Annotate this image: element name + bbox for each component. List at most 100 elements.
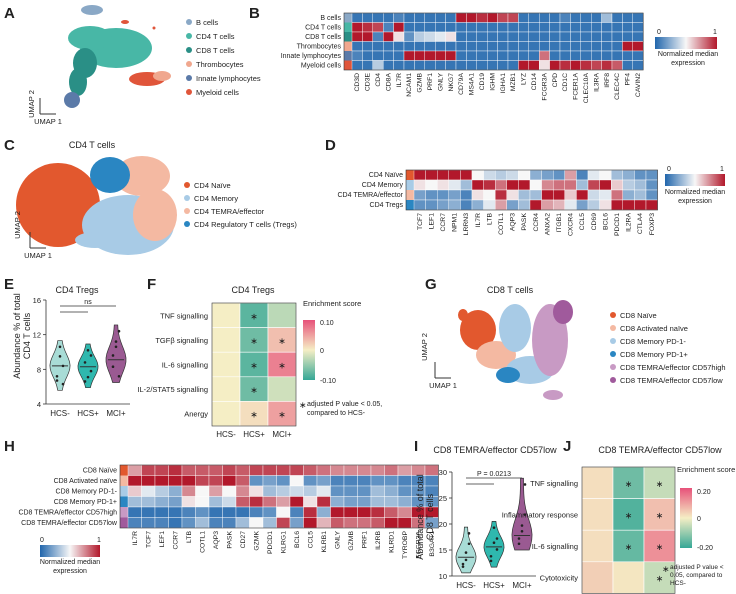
panel-h-scale: 0 1 Normalized median expression — [40, 537, 101, 575]
heatB-cell — [507, 60, 519, 71]
heatB-cell — [435, 41, 446, 52]
violinE-tick-label: 16 — [33, 296, 41, 305]
panel-letter-h: H — [4, 438, 15, 455]
heatB-cell — [414, 22, 425, 33]
heatD-col-label: BCL6 — [602, 213, 609, 230]
heatB-cell — [383, 50, 394, 61]
panel-g-title: CD8 T cells — [487, 285, 534, 295]
heatH-cell — [222, 517, 237, 529]
violinI-point — [467, 542, 471, 546]
heatB-cell — [372, 12, 384, 23]
heatD-cell — [471, 179, 484, 191]
violinE-group-label: HCS+ — [77, 409, 99, 418]
violinI-sig-label: P = 0.0213 — [477, 471, 511, 478]
heatH-col-label: CCL5 — [307, 531, 314, 549]
heatB-col-label: CD4 — [375, 73, 382, 87]
heatB-cell — [559, 31, 571, 42]
heatD-col-label: TCF7 — [417, 213, 424, 230]
heatD-row-color — [406, 200, 414, 210]
heatH-row-color — [120, 507, 128, 518]
heatD-cell — [529, 179, 542, 191]
heatB-cell — [414, 50, 425, 61]
violinI-point — [495, 537, 499, 540]
heatH-cell — [249, 496, 264, 508]
heatH-cell — [249, 506, 264, 518]
heatH-col-label: KLRB1 — [321, 531, 328, 553]
violinI-group-label: HCS+ — [483, 581, 505, 590]
violinE-point — [58, 355, 62, 358]
heatH-cell — [276, 506, 291, 518]
heatH-row-color — [120, 465, 128, 476]
heatH-cell — [168, 485, 183, 497]
heatD-cell — [518, 179, 531, 191]
heatF-cell — [267, 351, 297, 378]
heatD-cell — [564, 179, 577, 191]
heatH-cell — [141, 475, 156, 487]
panel-g-axis-x: UMAP 1 — [429, 381, 457, 390]
heatB-cell — [393, 60, 405, 71]
heatB-col-label: CD19 — [479, 73, 486, 91]
heatH-cell — [208, 517, 223, 529]
heatB-cell — [403, 50, 415, 61]
heatD-cell — [622, 179, 635, 191]
panel-h-scale-max: 1 — [97, 537, 101, 544]
heatD-cell — [460, 169, 473, 181]
heatH-cell — [249, 464, 264, 476]
heatH-cell — [357, 464, 372, 476]
heatB-cell — [611, 41, 623, 52]
heatH-col-label: LTB — [186, 531, 193, 543]
heatJ-row-label: TNF signalling — [530, 479, 578, 488]
violinE-group-label: HCS- — [50, 409, 70, 418]
heatB-cell — [570, 12, 582, 23]
heatF-star: ∗ — [250, 410, 258, 420]
heatB-cell — [518, 31, 530, 42]
legendA-label: Thrombocytes — [196, 60, 244, 69]
legendG-label: CD8 Memory PD-1- — [620, 337, 686, 346]
heatH-cell — [357, 496, 372, 508]
legendC-dot — [184, 182, 190, 188]
heatB-cell — [372, 31, 384, 42]
heatB-col-label: CD3E — [365, 73, 372, 92]
heatB-col-label: NCAM1 — [406, 73, 413, 97]
heatH-cell — [127, 464, 142, 476]
panel-letter-c: C — [4, 137, 15, 154]
heatH-col-label: IL2RB — [375, 531, 382, 550]
heatB-cell — [476, 50, 488, 61]
heatH-cell — [303, 475, 318, 487]
legendC-dot — [184, 195, 190, 201]
heatH-cell — [127, 496, 142, 508]
heatB-cell — [455, 22, 467, 33]
heatB-cell — [559, 41, 571, 52]
heatH-cell — [235, 506, 250, 518]
legendG-label: CD8 TEMRA/effector CD57high — [620, 363, 726, 372]
heatB-cell — [351, 41, 363, 52]
heatH-cell — [289, 485, 304, 497]
heatB-cell — [362, 60, 373, 71]
heatH-cell — [397, 517, 412, 529]
heatH-cell — [262, 464, 277, 476]
heatF-cell — [267, 302, 297, 328]
heatJ-frame — [581, 466, 676, 594]
legendA-dot — [186, 75, 192, 81]
heatH-cell — [181, 485, 196, 497]
heatH-cell — [235, 485, 250, 497]
heatH-col-label: TCF7 — [145, 531, 152, 548]
heatB-cell — [362, 41, 373, 52]
heatH-cell — [343, 496, 358, 508]
heatB-cell — [445, 22, 457, 33]
heatD-cell — [413, 189, 426, 201]
heatD-cell — [645, 189, 658, 201]
legendG-label: CD8 Activated naïve — [620, 324, 688, 333]
heatB-cell — [362, 31, 373, 42]
heatD-col-label: NPM1 — [452, 213, 459, 232]
heatH-cell — [222, 475, 237, 487]
heatH-col-label: KLRG1 — [280, 531, 287, 554]
heatH-cell — [357, 517, 372, 529]
heatH-col-label: TYROBP — [402, 531, 409, 559]
violinE-point — [86, 375, 90, 379]
heatH-cell — [330, 496, 345, 508]
heatH-cell — [316, 506, 331, 518]
violinE-sig-label: ns — [84, 299, 92, 306]
heatB-cell — [497, 22, 509, 33]
heatB-cell — [372, 22, 384, 33]
